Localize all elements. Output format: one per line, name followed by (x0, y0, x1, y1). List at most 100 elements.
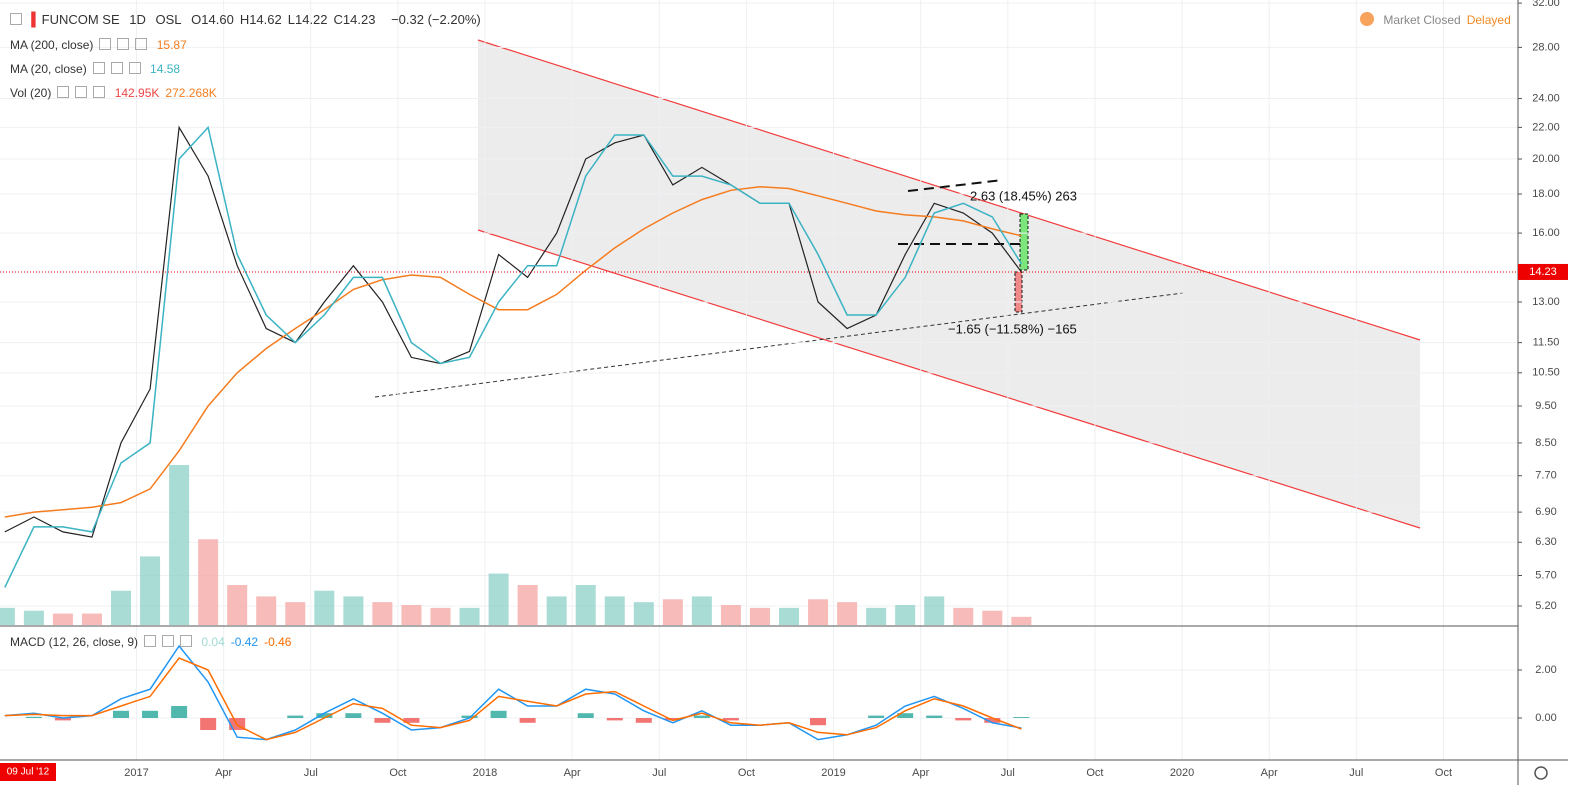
price-line (4, 125, 1022, 538)
interval[interactable]: 1D (129, 12, 146, 27)
y-tick-label: 0.00 (1535, 712, 1556, 724)
volume-bar (953, 607, 974, 625)
volume-bar (372, 602, 393, 625)
x-tick-label: Oct (389, 767, 406, 779)
volume-bar (227, 585, 248, 625)
macd-histogram-bar (54, 718, 71, 721)
macd-histogram-bar (200, 718, 217, 730)
volume-bar (808, 599, 829, 625)
ma200-name[interactable]: MA (200, close) (10, 38, 94, 52)
volume-bar (895, 605, 916, 625)
ma20-legend: MA (20, close) 14.58 (10, 62, 186, 76)
y-tick-label: 28.00 (1532, 41, 1560, 53)
volume-bar (546, 596, 567, 625)
y-tick-label: 16.00 (1532, 227, 1560, 239)
volume-bar (0, 607, 15, 625)
volume-bar (198, 539, 219, 625)
macd-histogram-bar (403, 718, 420, 723)
x-tick-label: Oct (1086, 767, 1103, 779)
volume-bar (111, 590, 132, 625)
y-tick-label: 24.00 (1532, 92, 1560, 104)
macd-histogram-bar (606, 718, 623, 721)
x-tick-label: Apr (215, 767, 232, 779)
volume-bar (430, 607, 451, 625)
volume-bar (517, 585, 538, 625)
ohlc-key: L (287, 12, 295, 27)
volume-bar (169, 465, 190, 625)
gain-arrow (1019, 213, 1029, 271)
cursor-date-box (0, 763, 56, 781)
header: ▍FUNCOM SE 1D OSL O14.60 H14.62 L14.22 C14.… (10, 12, 487, 28)
macd-histogram-bar (722, 718, 739, 721)
ohlc-value: 14.22 (294, 12, 328, 27)
macd-histogram-bar (345, 713, 362, 718)
ohlc-value: 14.62 (249, 12, 282, 27)
macd-histogram-bar (519, 718, 536, 723)
y-tick-label: 5.20 (1535, 600, 1556, 612)
volume-bar (982, 610, 1003, 625)
x-tick-label: Jul (304, 767, 318, 779)
macd-histogram-bar (461, 715, 478, 718)
volume-bar (633, 602, 654, 625)
macd-histogram-bar (577, 713, 594, 718)
price-line (4, 125, 1023, 588)
last-price-label: 14.23 (1529, 266, 1557, 278)
macd-histogram-bar (868, 715, 885, 718)
macd-histogram-bar (113, 710, 130, 718)
ma20-value: 14.58 (150, 62, 181, 76)
feed-status[interactable]: Delayed (1466, 13, 1511, 27)
x-tick-label: Apr (1261, 767, 1278, 779)
plot (0, 125, 1032, 741)
macd-name[interactable]: MACD (12, 26, close, 9) (10, 635, 139, 649)
macd-histogram-bar (810, 718, 827, 726)
macd-histogram-bar (1013, 717, 1030, 718)
macd-histogram-bar (693, 715, 710, 718)
trend-line (374, 292, 1184, 398)
macd-histogram-bar (316, 713, 333, 718)
volume-bar (401, 605, 422, 625)
y-tick-label: 18.00 (1532, 188, 1560, 200)
ma200-value: 15.87 (156, 38, 187, 52)
macd-legend: MACD (12, 26, close, 9) 0.04 -0.42 -0.46 (10, 635, 297, 649)
x-tick-label: 2020 (1170, 767, 1194, 779)
vol-name[interactable]: Vol (20) (10, 86, 52, 100)
macd-line (4, 644, 1022, 741)
ohlc: O14.60 H14.62 L14.22 C14.23 (191, 12, 381, 27)
y-tick-label: 32.00 (1532, 0, 1560, 9)
macd-histogram-bar (25, 716, 42, 718)
macd-histogram-bar (984, 718, 1001, 723)
settings-icon[interactable] (1534, 766, 1548, 780)
volume-bar (837, 602, 858, 625)
x-tick-label: 2019 (821, 767, 845, 779)
volume-bar (779, 607, 800, 625)
macd-histogram-bar (926, 715, 943, 718)
macd-histogram-bar (171, 706, 188, 718)
volume-bar (52, 613, 73, 625)
macd-histogram-bar (490, 710, 507, 718)
vol-ma-value: 272.268K (165, 86, 217, 100)
collapse-icon[interactable] (10, 13, 22, 25)
y-tick-label: 2.00 (1535, 664, 1556, 676)
x-tick-label: 2017 (124, 767, 148, 779)
ohlc-value: 14.60 (201, 12, 234, 27)
ma20-name[interactable]: MA (20, close) (10, 62, 87, 76)
x-tick-label: Jul (652, 767, 666, 779)
volume-bar (459, 607, 480, 625)
channel-fill (478, 40, 1420, 528)
price-line (4, 185, 1022, 518)
exchange: OSL (155, 12, 182, 27)
status: Market Closed Delayed (1360, 12, 1517, 27)
volume-bar (140, 556, 161, 625)
volume-bar (924, 596, 945, 625)
y-tick-label: 7.70 (1535, 470, 1556, 482)
y-tick-label: 6.30 (1535, 536, 1556, 548)
ohlc-key: H (239, 12, 250, 27)
macd-histogram-bar (374, 718, 391, 723)
volume-bar (866, 607, 887, 625)
volume-bar (343, 596, 364, 625)
vol-legend: Vol (20) 142.95K 272.268K (10, 86, 223, 100)
ohlc-value: 14.23 (342, 12, 376, 27)
volume-bar (662, 599, 683, 625)
